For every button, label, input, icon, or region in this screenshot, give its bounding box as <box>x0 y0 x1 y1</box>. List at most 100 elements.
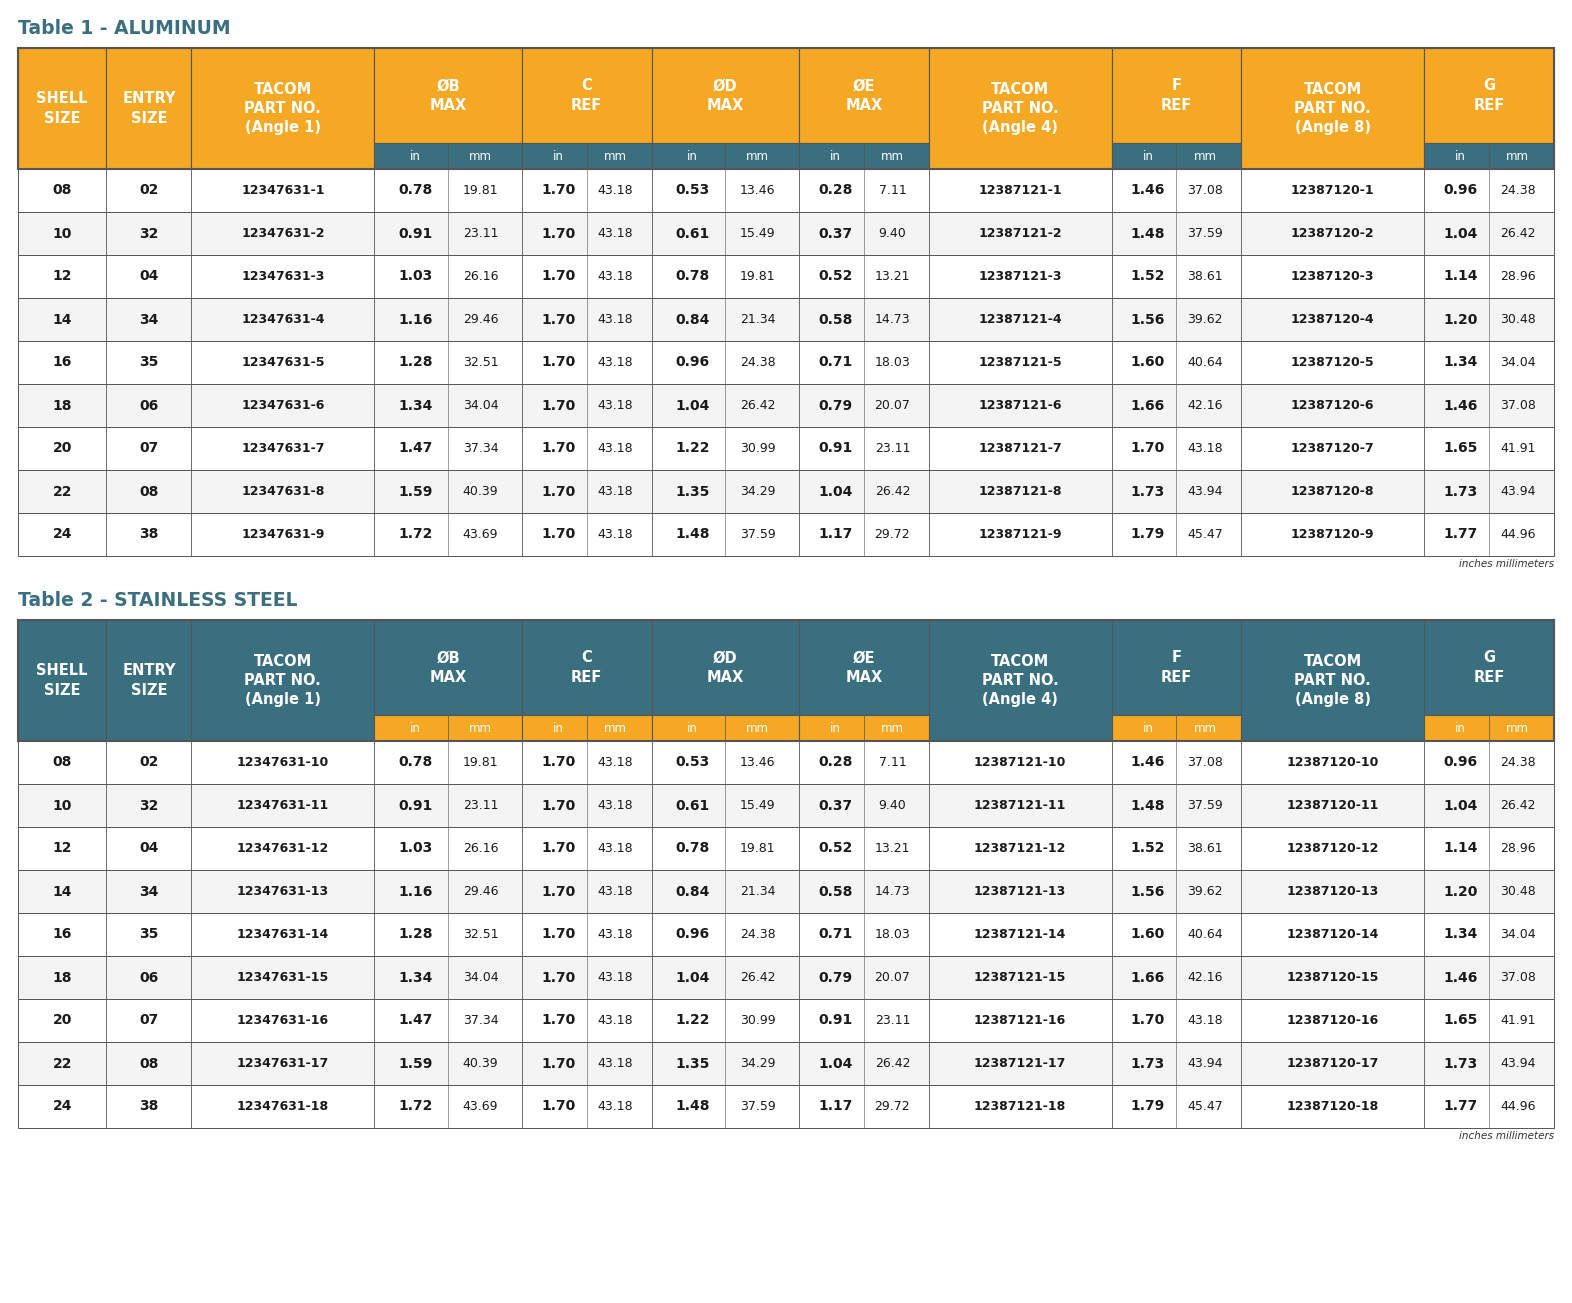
Text: 12387121-14: 12387121-14 <box>975 928 1066 941</box>
Text: 23.11: 23.11 <box>874 442 910 455</box>
Text: 39.62: 39.62 <box>1187 885 1223 898</box>
Text: inches millimeters: inches millimeters <box>1459 1131 1555 1141</box>
Text: inches millimeters: inches millimeters <box>1459 559 1555 569</box>
Text: 12387121-7: 12387121-7 <box>978 442 1063 455</box>
Text: 04: 04 <box>140 842 159 856</box>
Text: 18: 18 <box>52 971 72 985</box>
Text: 16: 16 <box>52 928 72 942</box>
Text: 0.91: 0.91 <box>817 442 852 456</box>
Text: 12347631-4: 12347631-4 <box>241 313 324 326</box>
Bar <box>17 1085 1555 1128</box>
Text: 1.66: 1.66 <box>1130 399 1165 413</box>
Text: in: in <box>1456 722 1467 735</box>
Text: mm: mm <box>1506 150 1530 163</box>
Text: in: in <box>830 150 841 163</box>
Text: 0.28: 0.28 <box>817 756 852 770</box>
Bar <box>1424 143 1555 169</box>
Text: 12387121-17: 12387121-17 <box>975 1057 1066 1070</box>
Text: 0.96: 0.96 <box>676 356 711 370</box>
Text: 12387120-14: 12387120-14 <box>1286 928 1379 941</box>
Text: 08: 08 <box>52 756 72 770</box>
Text: TACOM
PART NO.
(Angle 8): TACOM PART NO. (Angle 8) <box>1294 654 1371 708</box>
Text: 12347631-5: 12347631-5 <box>241 356 324 369</box>
Text: 43.18: 43.18 <box>597 971 634 984</box>
Text: in: in <box>1143 722 1154 735</box>
Text: 12387120-17: 12387120-17 <box>1286 1057 1379 1070</box>
Text: 43.18: 43.18 <box>597 842 634 855</box>
Text: mm: mm <box>880 150 904 163</box>
Text: 34.29: 34.29 <box>740 1057 775 1070</box>
Bar <box>1242 48 1424 169</box>
Text: mm: mm <box>468 722 492 735</box>
Text: TACOM
PART NO.
(Angle 1): TACOM PART NO. (Angle 1) <box>245 82 321 136</box>
Text: 0.58: 0.58 <box>817 885 852 899</box>
Text: 18.03: 18.03 <box>874 356 910 369</box>
Text: 26.42: 26.42 <box>1500 227 1536 240</box>
Text: ØD
MAX: ØD MAX <box>707 650 744 684</box>
Text: 30.48: 30.48 <box>1500 885 1536 898</box>
Text: in: in <box>1456 150 1467 163</box>
Text: 1.56: 1.56 <box>1130 885 1165 899</box>
Text: 37.59: 37.59 <box>740 1100 775 1113</box>
Bar <box>1111 715 1242 741</box>
Text: 0.91: 0.91 <box>398 227 432 241</box>
Text: F
REF: F REF <box>1160 650 1192 684</box>
Text: 1.79: 1.79 <box>1130 528 1165 542</box>
Text: 1.70: 1.70 <box>1130 1014 1165 1028</box>
Text: 12387120-10: 12387120-10 <box>1286 756 1379 769</box>
Text: 1.22: 1.22 <box>676 1014 711 1028</box>
Text: 02: 02 <box>140 184 159 198</box>
Text: TACOM
PART NO.
(Angle 1): TACOM PART NO. (Angle 1) <box>245 654 321 708</box>
Text: 0.37: 0.37 <box>819 799 852 813</box>
Text: 23.11: 23.11 <box>462 799 498 812</box>
Text: G
REF: G REF <box>1473 650 1504 684</box>
Text: mm: mm <box>880 722 904 735</box>
Text: 24.38: 24.38 <box>740 356 775 369</box>
Text: 1.70: 1.70 <box>541 1057 575 1071</box>
Text: 22: 22 <box>52 485 72 499</box>
Text: 08: 08 <box>140 1057 159 1071</box>
Text: 0.78: 0.78 <box>398 756 432 770</box>
Bar <box>522 620 651 715</box>
Text: 12387120-1: 12387120-1 <box>1291 184 1374 197</box>
Text: 29.72: 29.72 <box>874 1100 910 1113</box>
Text: 23.11: 23.11 <box>874 1014 910 1027</box>
Bar <box>17 784 1555 827</box>
Text: 26.42: 26.42 <box>740 971 775 984</box>
Text: C
REF: C REF <box>571 78 602 112</box>
Text: 1.22: 1.22 <box>676 442 711 456</box>
Text: 38: 38 <box>140 528 159 542</box>
Text: 12: 12 <box>52 842 72 856</box>
Text: ØE
MAX: ØE MAX <box>846 650 882 684</box>
Text: 21.34: 21.34 <box>740 313 775 326</box>
Bar <box>799 48 929 143</box>
Text: 20: 20 <box>52 442 72 456</box>
Text: 12387121-16: 12387121-16 <box>975 1014 1066 1027</box>
Text: 24.38: 24.38 <box>740 928 775 941</box>
Text: 1.70: 1.70 <box>541 1014 575 1028</box>
Bar <box>107 48 192 169</box>
Text: 1.77: 1.77 <box>1443 1100 1478 1114</box>
Text: 0.84: 0.84 <box>676 313 711 327</box>
Text: ØD
MAX: ØD MAX <box>707 78 744 112</box>
Text: 12387121-10: 12387121-10 <box>975 756 1066 769</box>
Text: 12387120-12: 12387120-12 <box>1286 842 1379 855</box>
Bar <box>17 341 1555 384</box>
Text: 24.38: 24.38 <box>1500 184 1536 197</box>
Text: 14: 14 <box>52 885 72 899</box>
Text: 1.66: 1.66 <box>1130 971 1165 985</box>
Text: 0.61: 0.61 <box>676 227 711 241</box>
Text: 1.03: 1.03 <box>398 842 432 856</box>
Text: 12387121-6: 12387121-6 <box>978 399 1063 412</box>
Text: 12387120-18: 12387120-18 <box>1286 1100 1379 1113</box>
Text: 43.94: 43.94 <box>1187 1057 1223 1070</box>
Text: 18.03: 18.03 <box>874 928 910 941</box>
Text: 1.70: 1.70 <box>541 227 575 241</box>
Text: 12347631-9: 12347631-9 <box>241 528 324 541</box>
Text: ENTRY
SIZE: ENTRY SIZE <box>123 663 176 697</box>
Text: TACOM
PART NO.
(Angle 4): TACOM PART NO. (Angle 4) <box>982 82 1058 136</box>
Text: 12347631-16: 12347631-16 <box>237 1014 329 1027</box>
Text: 1.46: 1.46 <box>1130 184 1165 198</box>
Text: 1.70: 1.70 <box>541 485 575 499</box>
Bar <box>651 715 799 741</box>
